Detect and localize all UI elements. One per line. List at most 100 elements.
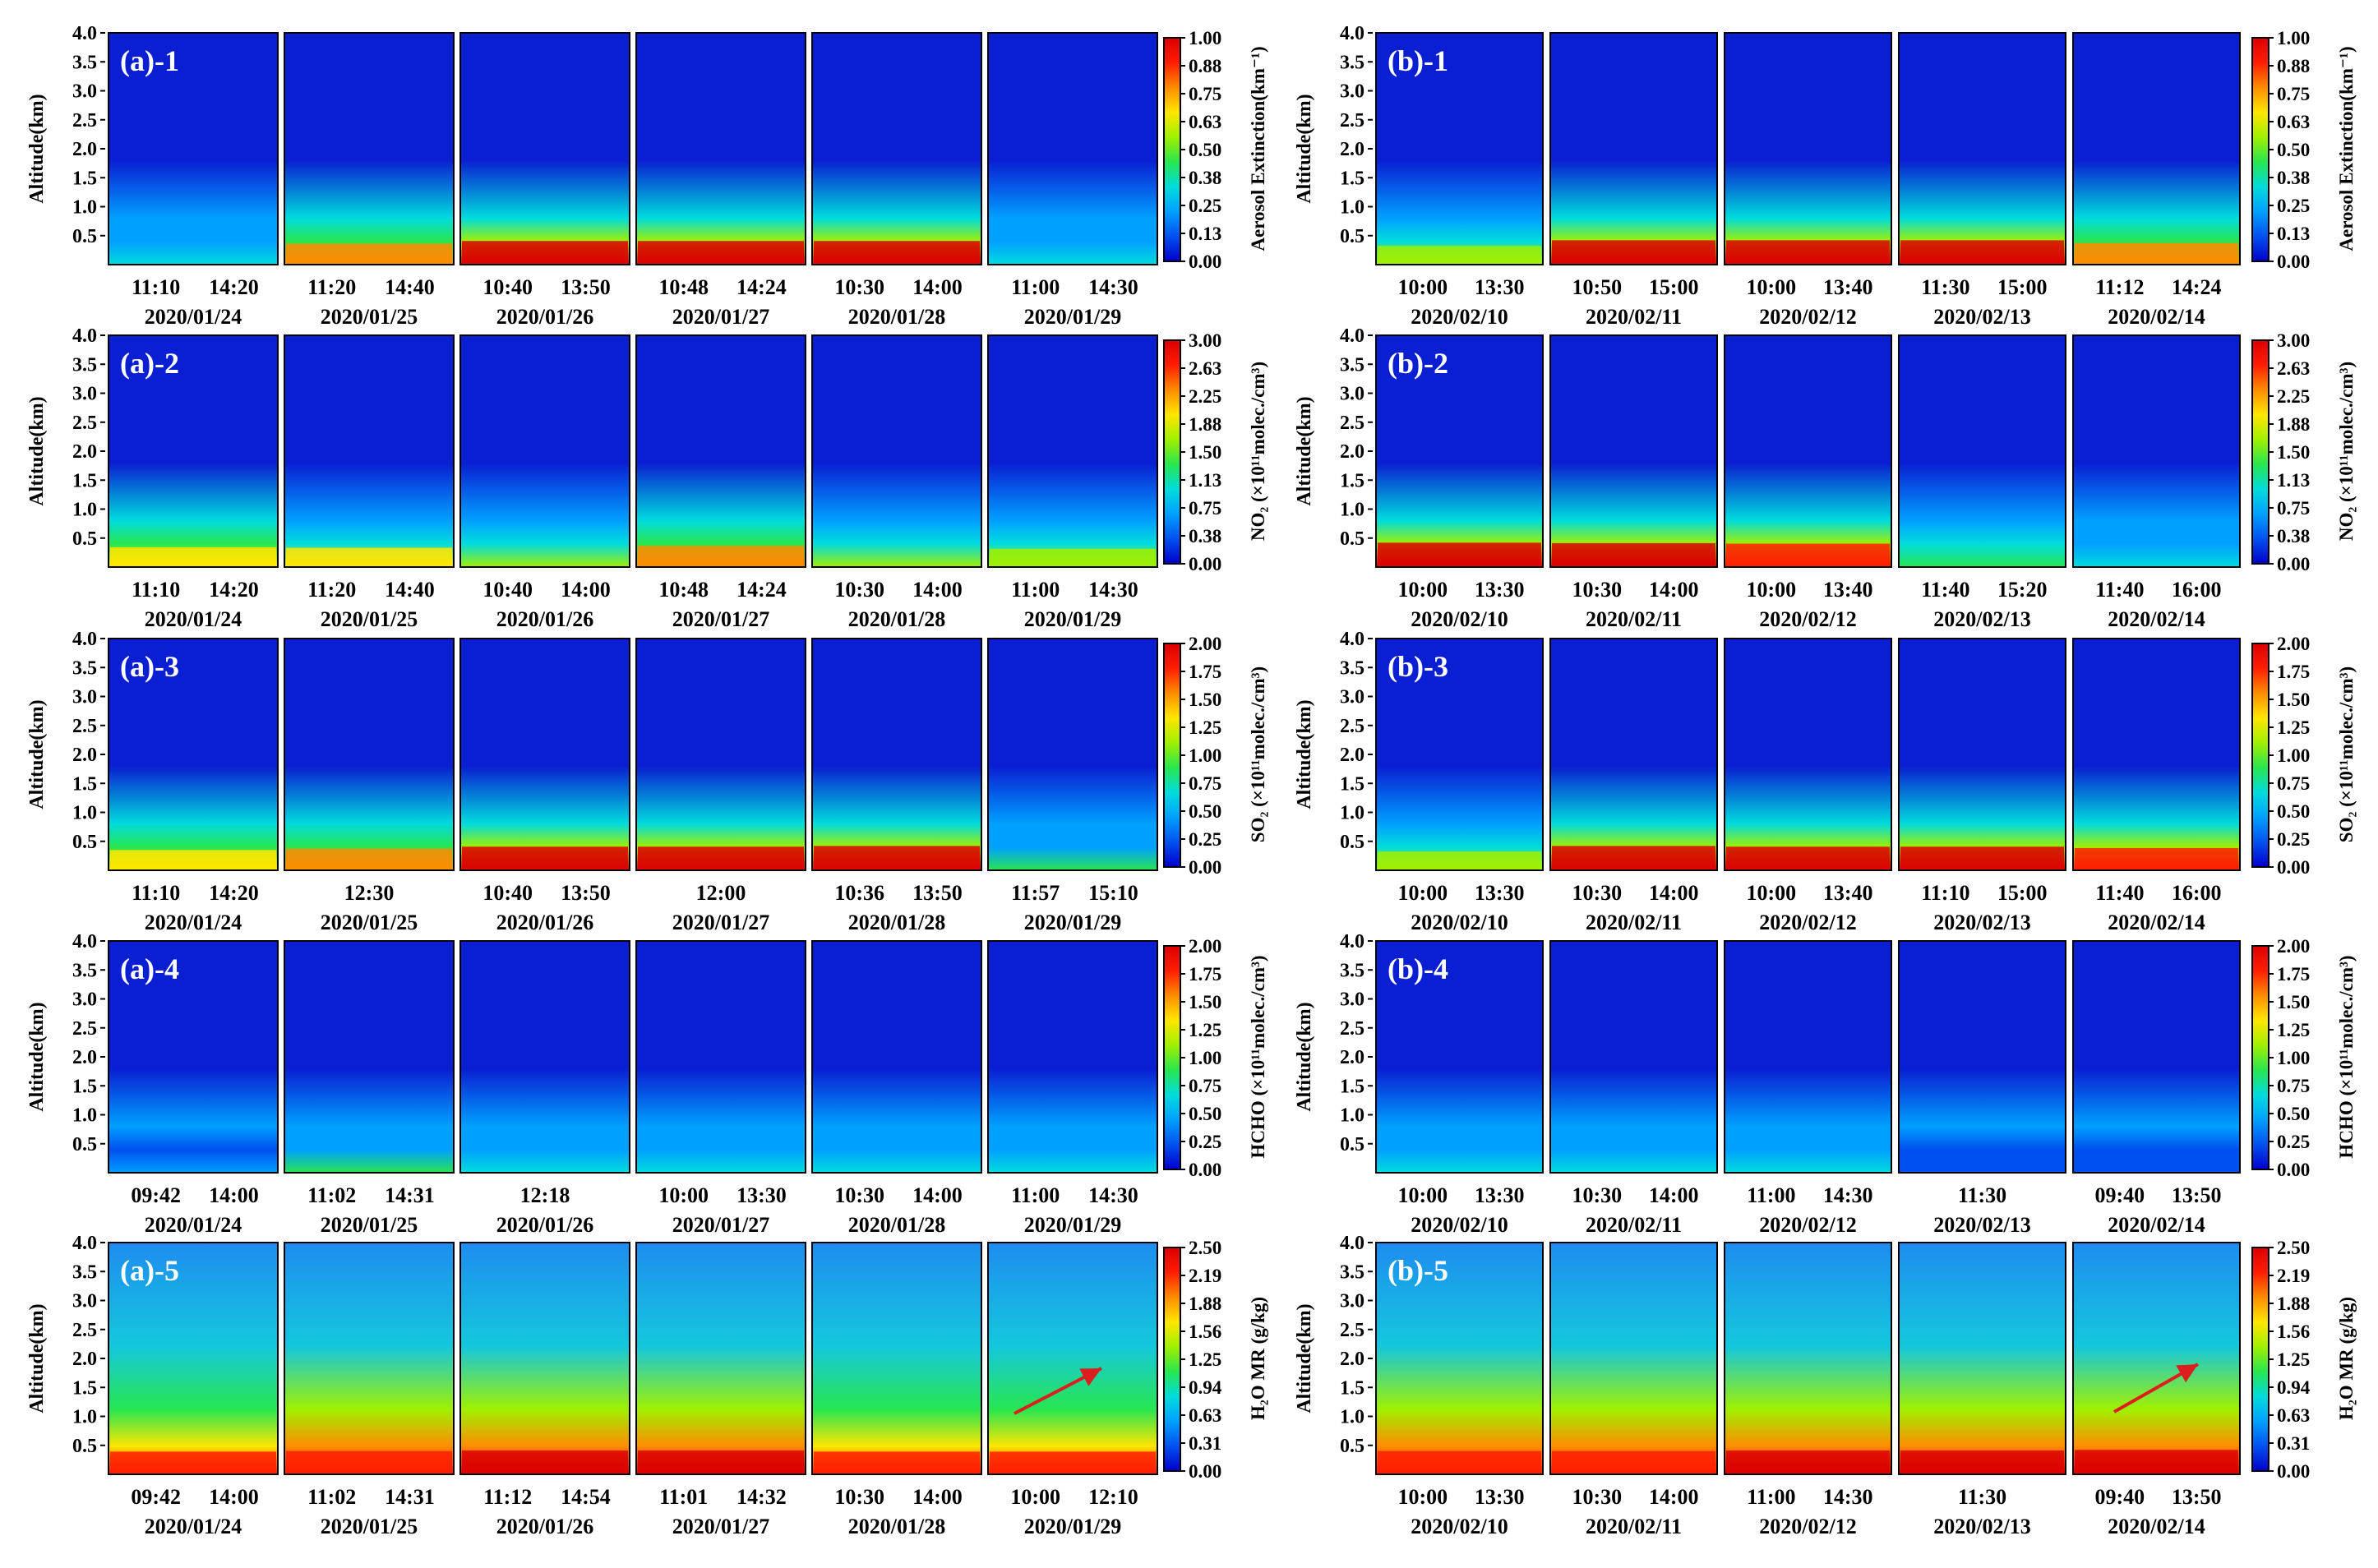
time-label: 13:30 <box>1475 275 1525 299</box>
heatmap-day-2020-01-28 <box>811 1242 982 1475</box>
time-label: 14:30 <box>1088 1183 1138 1207</box>
colorbar-tick-label: 0.25 <box>2277 196 2310 216</box>
surface-layer <box>1378 851 1541 869</box>
time-label: 10:50 <box>1572 275 1623 299</box>
colorbar <box>1163 643 1181 868</box>
time-label: 14:00 <box>912 1183 963 1207</box>
heatmap-day-2020-01-26 <box>459 940 630 1174</box>
colorbar-tick-label: 0.63 <box>2277 112 2310 132</box>
colorbar-tick-label: 0.88 <box>1189 56 1221 76</box>
time-label: 10:00 <box>1747 881 1797 905</box>
date-label: 2020/01/28 <box>848 1213 945 1237</box>
colorbar-label: HCHO (×10¹¹molec./cm³) <box>2336 955 2357 1158</box>
y-tick-label: 0.5 <box>1340 528 1364 550</box>
colorbar <box>2251 339 2269 565</box>
colorbar-tick-label: 0.75 <box>2277 773 2310 794</box>
heatmap-day-2020-01-24 <box>108 638 279 871</box>
colorbar-tick-label: 2.00 <box>1189 936 1221 957</box>
heatmap-day-2020-01-26 <box>459 32 630 265</box>
date-label: 2020/01/24 <box>145 1213 242 1237</box>
y-tick-label: 3.0 <box>72 384 97 405</box>
y-tick-label: 2.0 <box>72 1047 97 1068</box>
time-label: 11:20 <box>307 275 356 299</box>
time-label: 14:00 <box>912 275 963 299</box>
time-label: 09:42 <box>131 1485 181 1509</box>
date-label: 2020/01/29 <box>1024 911 1121 934</box>
surface-layer <box>1552 542 1715 566</box>
panel-b-2: Altitude(km) 4.0 3.5 3.0 2.5 2.0 1.5 1.0 0.5 10:0… <box>1294 325 2357 631</box>
panel-b-4: Altitude(km) 4.0 3.5 3.0 2.5 2.0 1.5 1.0 0.5 10:0… <box>1294 931 2357 1237</box>
colorbar-tick-label: 0.38 <box>1189 168 1221 188</box>
date-label: 2020/01/26 <box>496 607 593 631</box>
time-label: 10:40 <box>483 578 533 602</box>
time-label: 14:00 <box>912 1485 963 1509</box>
colorbar-tick-label: 1.13 <box>2277 470 2310 491</box>
heatmap-day-2020-02-11 <box>1549 638 1718 871</box>
time-label: 09:40 <box>2095 1183 2145 1207</box>
date-label: 2020/02/10 <box>1411 1515 1508 1538</box>
time-label: 10:30 <box>1572 1485 1623 1509</box>
surface-layer <box>286 1450 452 1473</box>
panel-b-3: Altitude(km) 4.0 3.5 3.0 2.5 2.0 1.5 1.0 0.5 10:0… <box>1294 629 2357 934</box>
y-tick-label: 3.0 <box>1340 81 1364 103</box>
y-axis-label: Altitude(km) <box>26 1002 48 1111</box>
panel-b-5: Altitude(km) 4.0 3.5 3.0 2.5 2.0 1.5 1.0 0.5 10:0… <box>1294 1233 2357 1538</box>
time-label: 10:00 <box>1398 881 1448 905</box>
colorbar-tick-label: 0.31 <box>2277 1433 2310 1454</box>
y-tick-label: 2.0 <box>1340 441 1364 463</box>
y-tick-label: 4.0 <box>1340 23 1364 44</box>
y-tick-label: 1.0 <box>1340 500 1364 521</box>
y-tick-label: 3.5 <box>1340 1261 1364 1283</box>
heatmap-day-2020-02-11 <box>1549 334 1718 568</box>
time-label: 13:30 <box>1475 1485 1525 1509</box>
colorbar-tick-label: 2.50 <box>2277 1238 2310 1258</box>
y-axis-label: Altitude(km) <box>1294 94 1315 203</box>
surface-layer <box>1900 240 2064 264</box>
time-label: 10:30 <box>834 578 884 602</box>
colorbar <box>1163 37 1181 262</box>
colorbar <box>1163 945 1181 1170</box>
y-tick-label: 1.0 <box>72 197 97 219</box>
colorbar <box>2251 37 2269 262</box>
time-label: 11:12 <box>2095 275 2144 299</box>
heatmap-day-2020-02-14 <box>2072 334 2241 568</box>
time-label: 13:30 <box>1475 1183 1525 1207</box>
time-label: 15:00 <box>1649 275 1699 299</box>
surface-layer <box>1726 240 1890 264</box>
heatmap-day-2020-02-12 <box>1724 1242 1892 1475</box>
heatmap-day-2020-02-10 <box>1375 940 1544 1174</box>
y-tick-label: 4.0 <box>72 931 97 952</box>
time-label: 13:30 <box>1475 881 1525 905</box>
colorbar-tick-label: 0.00 <box>2277 1461 2310 1482</box>
colorbar-tick-label: 0.50 <box>1189 1104 1221 1124</box>
heatmap-day-2020-01-24 <box>108 1242 279 1475</box>
y-tick-label: 1.0 <box>1340 1407 1364 1428</box>
y-tick-label: 0.5 <box>1340 1436 1364 1457</box>
time-label: 11:01 <box>659 1485 708 1509</box>
y-tick-label: 3.5 <box>1340 960 1364 981</box>
colorbar-tick-label: 1.50 <box>1189 442 1221 463</box>
surface-layer <box>462 241 628 264</box>
y-tick-label: 4.0 <box>72 23 97 44</box>
y-tick-label: 1.0 <box>1340 803 1364 824</box>
colorbar-label: NO₂ (×10¹¹molec./cm³) <box>1248 362 1268 541</box>
date-label: 2020/02/10 <box>1411 911 1508 934</box>
time-label: 14:00 <box>561 578 611 602</box>
colorbar-tick-label: 2.63 <box>2277 358 2310 379</box>
surface-layer <box>814 1451 980 1473</box>
panel-label: (a)-2 <box>120 347 179 380</box>
y-tick-label: 3.5 <box>72 354 97 376</box>
time-label: 10:30 <box>834 275 884 299</box>
time-label: 09:42 <box>131 1183 181 1207</box>
surface-layer <box>2075 242 2238 264</box>
colorbar-label: NO₂ (×10¹¹molec./cm³) <box>2336 362 2357 541</box>
date-label: 2020/01/27 <box>672 1515 769 1538</box>
colorbar-tick-label: 0.50 <box>2277 140 2310 160</box>
time-label: 14:54 <box>561 1485 611 1509</box>
y-tick-label: 1.0 <box>72 1105 97 1127</box>
surface-layer <box>286 243 452 264</box>
surface-layer <box>1552 1450 1715 1473</box>
colorbar-tick-label: 1.75 <box>1189 662 1221 682</box>
colorbar-tick-label: 2.19 <box>1189 1266 1221 1286</box>
y-tick-label: 2.5 <box>72 110 97 131</box>
